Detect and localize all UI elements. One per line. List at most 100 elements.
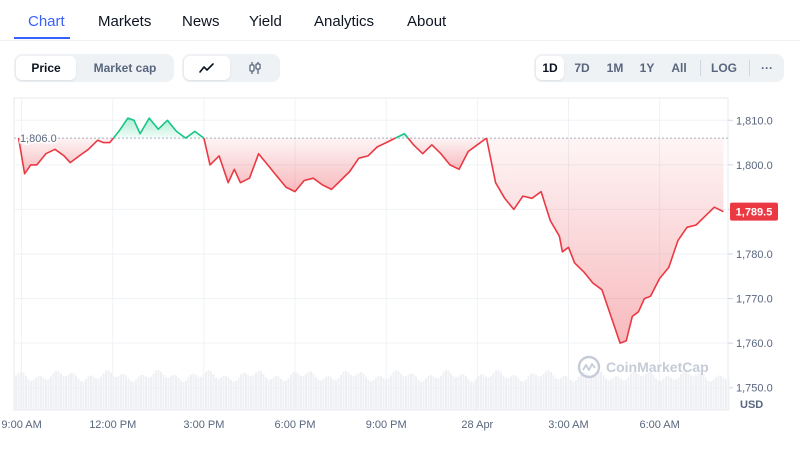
volume-bar <box>150 376 152 410</box>
volume-bar <box>207 370 210 410</box>
volume-bar <box>255 372 257 410</box>
volume-bar <box>462 374 465 410</box>
tab-yield[interactable]: Yield <box>249 13 282 30</box>
volume-bar <box>490 376 492 410</box>
volume-bar <box>47 379 50 410</box>
volume-bar <box>135 379 137 410</box>
volume-bar <box>547 370 550 410</box>
price-line-down <box>485 137 724 344</box>
volume-bar <box>160 371 162 410</box>
volume-bar <box>55 370 57 410</box>
volume-bar <box>175 375 177 410</box>
y-tick-label: 1,780.0 <box>736 249 773 261</box>
volume-bar <box>512 375 515 410</box>
volume-bar <box>595 372 597 410</box>
tab-analytics[interactable]: Analytics <box>314 13 375 30</box>
volume-bar <box>170 376 172 410</box>
range-1m-button[interactable]: 1M <box>606 61 624 75</box>
volume-bar <box>275 375 277 410</box>
volume-bar <box>675 379 677 410</box>
volume-bar <box>405 376 407 410</box>
range-7d-button[interactable]: 7D <box>574 61 590 75</box>
log-scale-button[interactable]: LOG <box>711 61 737 75</box>
volume-bar <box>80 381 82 410</box>
volume-bar <box>692 376 695 410</box>
volume-bar <box>257 370 260 410</box>
volume-bar <box>637 373 640 410</box>
candlestick-button[interactable] <box>232 56 278 80</box>
area-below-baseline <box>408 138 487 170</box>
volume-bar <box>530 373 532 410</box>
range-1d-button[interactable]: 1D <box>536 56 564 80</box>
volume-bar <box>320 380 322 410</box>
volume-bar <box>597 370 600 410</box>
volume-bar <box>217 378 220 410</box>
volume-bar <box>90 375 92 410</box>
range-all-button[interactable]: All <box>671 61 687 75</box>
volume-bar <box>202 374 205 410</box>
market-cap-button[interactable]: Market cap <box>93 61 157 75</box>
volume-bar <box>447 370 450 410</box>
x-tick-label: 6:00 PM <box>275 419 316 431</box>
volume-bar <box>177 377 180 410</box>
tab-chart[interactable]: Chart <box>28 13 65 30</box>
volume-bar <box>580 373 582 410</box>
volume-bar <box>635 371 637 410</box>
tab-news[interactable]: News <box>182 13 220 30</box>
volume-bar <box>670 377 672 410</box>
volume-bar <box>60 373 62 410</box>
coinmarketcap-logo <box>577 355 601 379</box>
volume-bar <box>505 378 507 410</box>
volume-bar <box>362 373 365 410</box>
volume-bar <box>375 377 377 410</box>
volume-bar <box>645 373 647 410</box>
range-1y-button[interactable]: 1Y <box>639 61 655 75</box>
volume-bar <box>492 373 495 410</box>
price-chart[interactable]: 1,810.01,800.01,790.01,780.01,770.01,760… <box>0 90 800 442</box>
volume-bar <box>82 381 85 410</box>
volume-bar <box>720 376 722 410</box>
line-chart-icon <box>199 63 214 73</box>
volume-bar <box>295 372 297 410</box>
volume-bar <box>622 380 625 410</box>
volume-bar <box>307 371 310 410</box>
price-button[interactable]: Price <box>16 56 76 80</box>
volume-bar <box>105 370 107 410</box>
volume-bar <box>322 378 325 410</box>
volume-bar <box>617 376 620 410</box>
volume-bar <box>132 381 135 410</box>
volume-bar <box>510 376 512 410</box>
volume-bar <box>230 379 232 410</box>
volume-bar <box>712 379 715 410</box>
volume-bar <box>657 380 660 410</box>
volume-bar <box>685 370 687 410</box>
tab-about[interactable]: About <box>407 13 447 30</box>
volume-bar <box>182 381 185 410</box>
tab-markets[interactable]: Markets <box>98 13 152 30</box>
volume-bar <box>195 375 197 410</box>
volume-bar <box>100 376 102 410</box>
volume-bar <box>545 371 547 410</box>
volume-bar <box>677 377 680 410</box>
line-chart-button[interactable] <box>184 56 230 80</box>
volume-bar <box>317 380 320 410</box>
volume-bar <box>602 374 605 410</box>
volume-bar <box>535 374 537 410</box>
volume-bar <box>52 372 55 410</box>
volume-bar <box>205 371 207 410</box>
volume-bar <box>520 381 522 410</box>
volume-bar <box>402 376 405 410</box>
volume-bar <box>357 373 360 410</box>
volume-bar <box>687 372 690 410</box>
volume-bar <box>165 377 167 410</box>
volume-bar <box>92 376 95 410</box>
volume-bar <box>237 377 240 410</box>
more-options-button[interactable]: ··· <box>761 61 773 75</box>
volume-bar <box>302 375 305 410</box>
volume-bar <box>267 379 270 410</box>
chart-type-toggle <box>182 54 280 82</box>
volume-bar <box>215 377 217 410</box>
volume-bar <box>250 376 252 410</box>
volume-bar <box>587 375 590 410</box>
area-below-baseline <box>203 138 396 192</box>
